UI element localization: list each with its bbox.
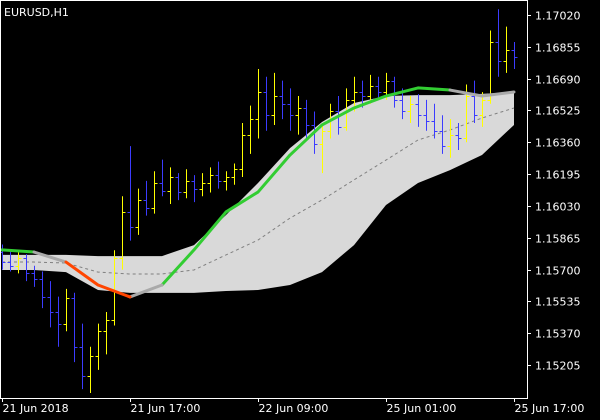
y-tick-label: 1.15205 [535, 360, 581, 373]
plot-area [0, 9, 518, 393]
x-tick-label: 25 Jun 17:00 [515, 402, 585, 415]
y-tick-label: 1.16690 [535, 74, 581, 87]
x-tick-label: 25 Jun 01:00 [387, 402, 457, 415]
y-tick-label: 1.15535 [535, 296, 581, 309]
y-tick-label: 1.16855 [535, 42, 581, 55]
y-tick-label: 1.16030 [535, 201, 581, 214]
y-tick-label: 1.16195 [535, 169, 581, 182]
x-tick-label: 21 Jun 2018 [3, 402, 69, 415]
x-tick-label: 21 Jun 17:00 [131, 402, 201, 415]
trend-line [32, 88, 516, 299]
y-tick-label: 1.16525 [535, 105, 581, 118]
y-tick-label: 1.15700 [535, 265, 581, 278]
y-tick-label: 1.16360 [535, 137, 581, 150]
plot-frame [0, 0, 528, 399]
y-tick-label: 1.15865 [535, 233, 581, 246]
trend-line [0, 86, 452, 287]
x-tick-label: 22 Jun 09:00 [259, 402, 329, 415]
y-tick-label: 1.17020 [535, 10, 581, 23]
middle-line [2, 107, 515, 275]
trend-line [64, 260, 132, 299]
y-tick-label: 1.15370 [535, 328, 581, 341]
chart-title: EURUSD,H1 [4, 6, 69, 19]
